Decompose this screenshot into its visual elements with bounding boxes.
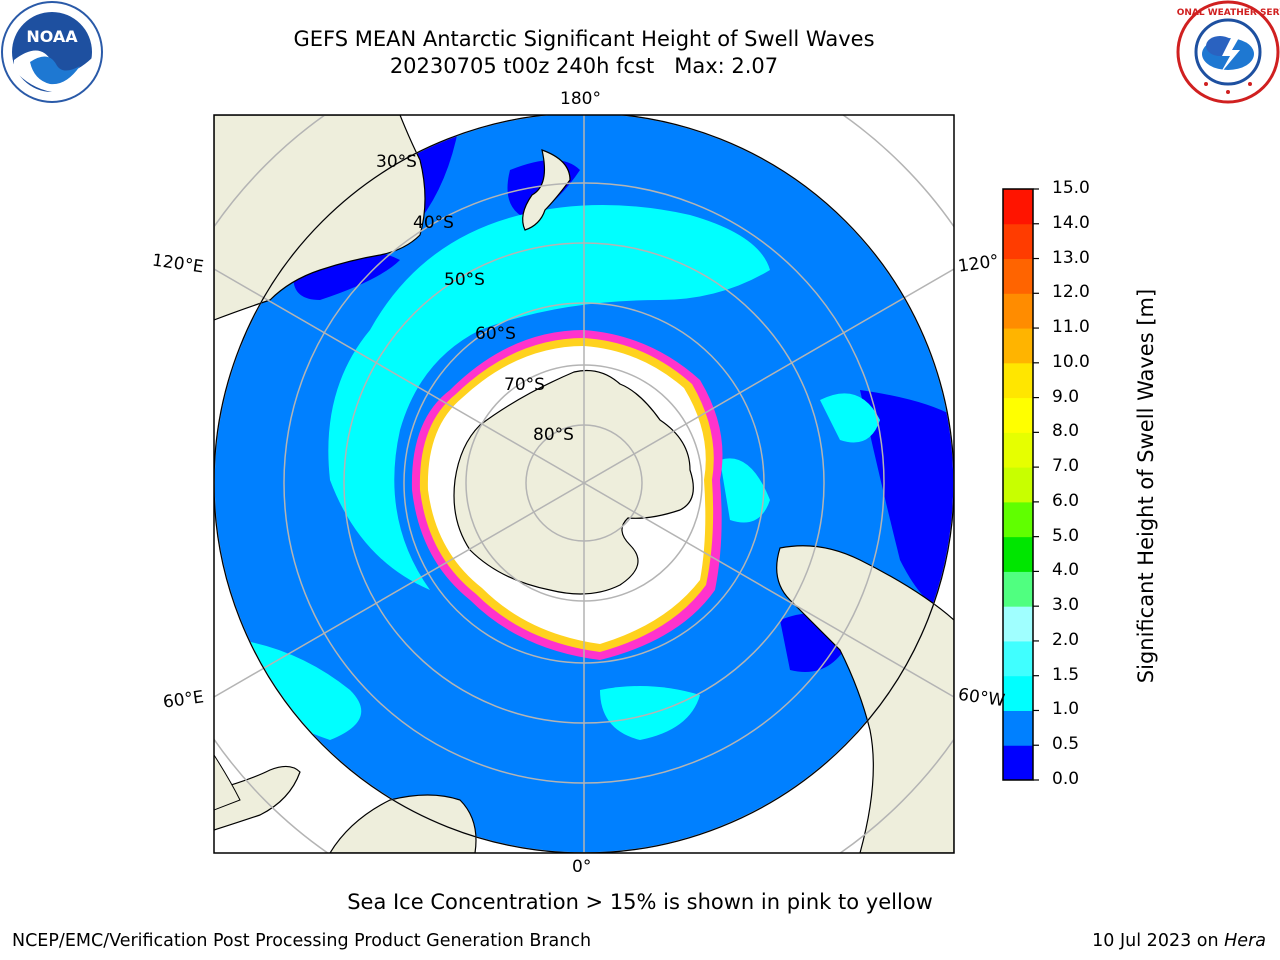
new-zealand-landmass [522,149,571,231]
footer-date: 10 Jul 2023 on Hera [1092,931,1266,951]
colorbar-tick-label: 1.5 [1052,664,1080,685]
map-frame [213,114,955,854]
africa-coast-landmass [214,754,241,811]
colorbar-tick-label: 6.0 [1052,490,1080,511]
colorbar-tick-label: 12.0 [1052,282,1090,303]
colorbar-segment [1003,189,1033,225]
noaa-logo: NOAA [1,1,103,103]
colorbar-segment [1003,362,1033,399]
colorbar-segment [1003,501,1033,538]
colorbar-segment [1003,293,1033,329]
lat-label-50s: 50°S [444,270,485,290]
colorbar-tick-label: 0.0 [1052,769,1080,789]
lon-label-top: 180° [560,89,601,109]
title-line-1: GEFS MEAN Antarctic Significant Height o… [293,27,875,51]
colorbar-tick-label: 1.0 [1052,699,1080,720]
chart-title: GEFS MEAN Antarctic Significant Height o… [264,26,904,80]
colorbar-segment [1003,258,1033,294]
footer-date-text: 10 Jul 2023 on [1092,931,1225,951]
lat-label-30s: 30°S [376,152,417,172]
colorbar-segment [1003,536,1033,572]
colorbar-tick-label: 15.0 [1052,178,1090,198]
colorbar-segment [1003,675,1033,711]
colorbar-segment [1003,640,1033,677]
moderate-swell-band [820,393,880,443]
colorbar-segment [1003,710,1033,746]
lat-label-40s: 40°S [413,213,454,233]
colorbar-tick-label: 5.0 [1052,525,1080,546]
colorbar-tick-label: 3.0 [1052,595,1080,616]
colorbar-segment [1003,328,1033,364]
antarctica-landmass [453,369,694,595]
madagascar-landmass [214,765,301,831]
low-swell-patch [860,390,954,612]
moderate-swell-band [720,458,770,523]
lat-label-80s: 80°S [533,425,574,445]
colorbar [1003,188,1039,781]
nws-logo-text: NATIONAL WEATHER SERVICE [1176,8,1280,18]
africa-landmass [329,794,477,853]
colorbar-segment [1003,397,1033,433]
colorbar-tick-label: 2.0 [1052,629,1080,650]
colorbar-segment [1003,745,1033,781]
lat-label-70s: 70°S [504,375,545,395]
colorbar-segment [1003,606,1033,642]
colorbar-tick-label: 14.0 [1052,212,1090,233]
colorbar-tick-label: 9.0 [1052,386,1080,407]
colorbar-tick-label: 8.0 [1052,421,1080,442]
colorbar-segment [1003,571,1033,607]
sea-ice-caption: Sea Ice Concentration > 15% is shown in … [347,890,933,914]
colorbar-tick-label: 10.0 [1052,351,1090,372]
colorbar-segment [1003,223,1033,260]
colorbar-tick-label: 7.0 [1052,456,1080,477]
colorbar-tick-label: 0.5 [1052,734,1080,755]
graticule [214,115,954,853]
footer-host: Hera [1224,931,1266,951]
lon-label-bottom: 0° [572,857,592,877]
colorbar-tick-label: 13.0 [1052,247,1090,268]
colorbar-label: Significant Height of Swell Waves [m] [1134,288,1158,684]
colorbar-segment [1003,432,1033,468]
national-weather-service-logo: NATIONAL WEATHER SERVICE [1176,0,1280,104]
lat-label-60s: 60°S [475,324,516,344]
australia-landmass [214,115,426,321]
colorbar-segment [1003,467,1033,503]
moderate-swell-band [328,205,770,590]
colorbar-tick-label: 4.0 [1052,560,1080,581]
noaa-logo-text: NOAA [26,27,78,46]
colorbar-tick-label: 11.0 [1052,317,1090,338]
title-line-2: 20230705 t00z 240h fcst Max: 2.07 [389,54,779,78]
colorbar-frame [1002,188,1034,781]
footer-credit: NCEP/EMC/Verification Post Processing Pr… [12,931,592,951]
